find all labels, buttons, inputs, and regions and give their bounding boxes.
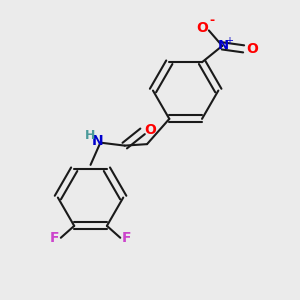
Text: F: F [50, 231, 59, 245]
Text: O: O [144, 123, 156, 136]
Text: O: O [246, 42, 258, 56]
Text: N: N [217, 39, 228, 52]
Text: -: - [209, 14, 214, 26]
Text: H: H [85, 129, 96, 142]
Text: O: O [196, 21, 208, 35]
Text: +: + [225, 36, 233, 46]
Text: F: F [122, 231, 132, 245]
Text: N: N [92, 134, 104, 148]
